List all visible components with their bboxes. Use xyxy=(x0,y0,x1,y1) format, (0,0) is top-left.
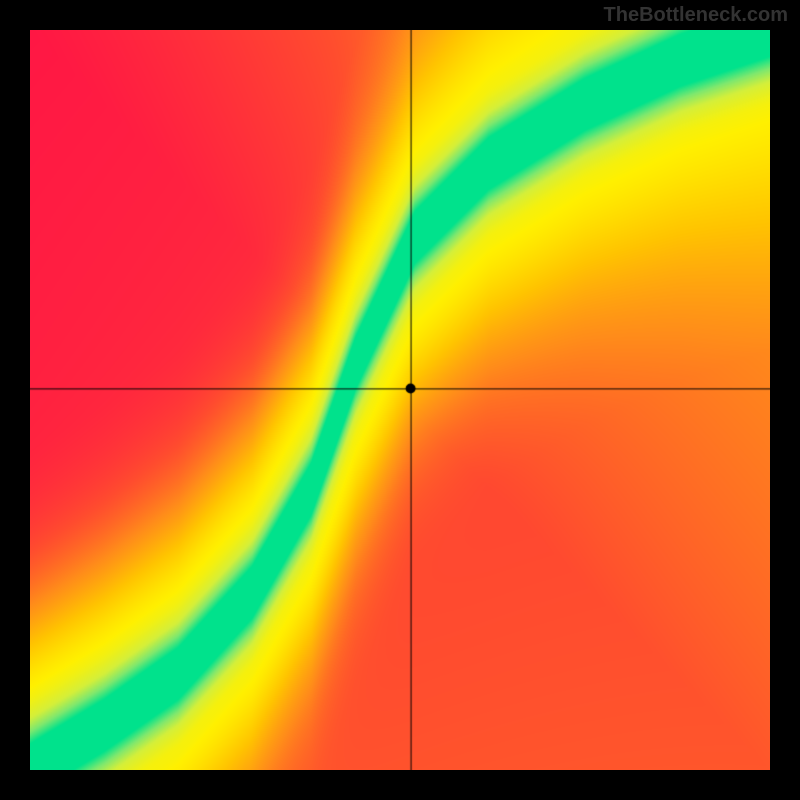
heatmap-canvas xyxy=(30,30,770,770)
heatmap-plot xyxy=(30,30,770,770)
watermark-text: TheBottleneck.com xyxy=(604,4,788,27)
